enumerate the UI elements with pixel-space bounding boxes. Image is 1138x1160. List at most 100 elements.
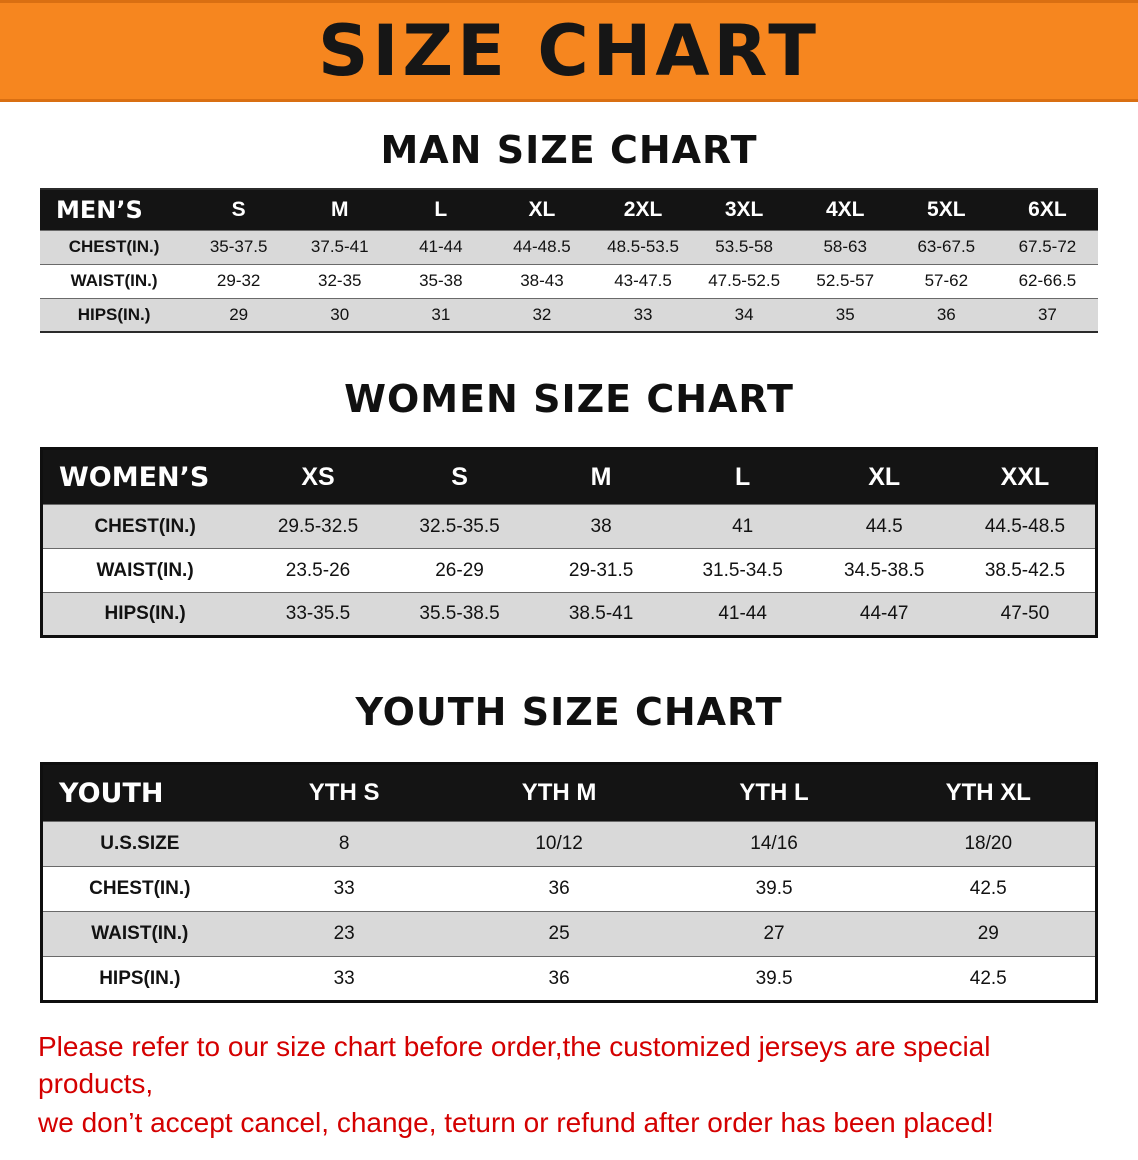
table-header-row: WOMEN’S XS S M L XL XXL <box>41 448 1097 505</box>
measurement-value-cell: 14/16 <box>750 833 798 854</box>
table-header-row: YOUTH YTH S YTH M YTH L YTH XL <box>41 763 1097 822</box>
disclaimer-line-1: Please refer to our size chart before or… <box>38 1031 991 1099</box>
measurement-value-cell: 33-35.5 <box>285 603 351 624</box>
size-header-cell: YTH L <box>739 779 809 806</box>
size-header-cell: XXL <box>1000 462 1050 491</box>
measurement-row: HIPS(IN.) 29 30 31 32 33 34 35 36 37 <box>40 298 1098 332</box>
women-size-table: WOMEN’S XS S M L XL XXL CHEST(IN.) 29.5-32.5 32.5… <box>40 447 1098 638</box>
youth-section-heading: YOUTH SIZE CHART <box>355 690 783 734</box>
disclaimer-line-2: we don’t accept cancel, change, teturn o… <box>38 1106 994 1138</box>
measurement-row: CHEST(IN.) 33 36 39.5 42.5 <box>41 866 1097 912</box>
measurement-value-cell: 44.5-48.5 <box>984 515 1066 537</box>
measurement-value-cell: 37 <box>1037 304 1057 324</box>
measurement-value-cell: 52.5-57 <box>816 271 875 290</box>
table-title-cell: MEN’S <box>56 195 143 224</box>
measurement-value-cell: 25 <box>548 923 570 944</box>
measurement-value-cell: 33 <box>333 967 355 989</box>
measurement-row: WAIST(IN.) 29-32 32-35 35-38 38-43 43-47.5 47.… <box>40 264 1098 298</box>
measurement-value-cell: 42.5 <box>969 878 1007 899</box>
row-label-cell: CHEST(IN.) <box>89 878 191 899</box>
page-title: SIZE CHART <box>317 10 821 92</box>
measurement-value-cell: 29-32 <box>216 271 261 290</box>
measurement-value-cell: 35-37.5 <box>209 237 268 256</box>
measurement-value-cell: 53.5-58 <box>715 237 773 256</box>
measurement-value-cell: 30 <box>330 304 350 324</box>
row-label-cell: WAIST(IN.) <box>70 271 158 290</box>
measurement-value-cell: 38.5-42.5 <box>984 559 1066 581</box>
measurement-row: CHEST(IN.) 35-37.5 37.5-41 41-44 44-48.5 48.5… <box>40 230 1098 264</box>
size-header-cell: 6XL <box>1028 197 1067 221</box>
measurement-value-cell: 34.5-38.5 <box>844 559 925 581</box>
men-size-table: MEN’S S M L XL 2XL 3XL 4XL 5XL 6XL CHEST(IN.) 35-37… <box>40 188 1098 333</box>
size-header-cell: YTH XL <box>945 779 1031 806</box>
measurement-value-cell: 31 <box>431 304 451 324</box>
size-header-cell: XL <box>528 197 556 221</box>
measurement-row: U.S.SIZE 8 10/12 14/16 18/20 <box>41 821 1097 867</box>
measurement-value-cell: 47-50 <box>1000 603 1050 624</box>
size-header-cell: L <box>434 197 448 221</box>
measurement-value-cell: 58-63 <box>823 237 867 256</box>
measurement-value-cell: 32 <box>532 304 552 324</box>
measurement-value-cell: 33 <box>633 304 653 324</box>
measurement-value-cell: 38.5-41 <box>568 603 634 624</box>
measurement-value-cell: 63-67.5 <box>917 237 976 256</box>
size-header-cell: M <box>331 197 349 221</box>
size-header-cell: XS <box>301 462 335 491</box>
size-header-cell: YTH S <box>308 779 380 806</box>
size-header-cell: XL <box>868 462 901 491</box>
measurement-value-cell: 42.5 <box>969 967 1007 989</box>
youth-size-section: YOUTH SIZE CHART YOUTH YTH S YTH M YTH L YTH… <box>0 690 1138 1003</box>
row-label-cell: WAIST(IN.) <box>96 559 194 581</box>
measurement-value-cell: 29.5-32.5 <box>277 515 359 537</box>
men-section-heading: MAN SIZE CHART <box>380 128 758 172</box>
row-label-cell: WAIST(IN.) <box>91 923 189 944</box>
measurement-value-cell: 43-47.5 <box>614 271 672 290</box>
measurement-value-cell: 18/20 <box>964 833 1013 854</box>
measurement-value-cell: 44-47 <box>859 603 909 624</box>
men-size-section: MAN SIZE CHART MEN’S S M L XL 2XL 3XL 4XL 5XL 6XL… <box>0 128 1138 333</box>
measurement-value-cell: 47.5-52.5 <box>708 271 781 290</box>
women-size-section: WOMEN SIZE CHART WOMEN’S XS S M L XL XXL CHEST(… <box>0 377 1138 638</box>
row-label-cell: HIPS(IN.) <box>77 304 151 324</box>
measurement-row: HIPS(IN.) 33 36 39.5 42.5 <box>41 956 1097 1002</box>
measurement-value-cell: 38-43 <box>520 271 564 290</box>
measurement-value-cell: 10/12 <box>535 833 583 854</box>
measurement-value-cell: 29 <box>229 304 249 324</box>
size-header-cell: 4XL <box>825 197 865 221</box>
measurement-value-cell: 34 <box>734 304 754 324</box>
measurement-row: WAIST(IN.) 23 25 27 29 <box>41 911 1097 957</box>
table-title-cell: WOMEN’S <box>59 461 210 493</box>
measurement-value-cell: 37.5-41 <box>310 237 369 256</box>
measurement-value-cell: 41-44 <box>419 237 463 256</box>
measurement-value-cell: 44.5 <box>865 515 903 537</box>
table-header-row: MEN’S S M L XL 2XL 3XL 4XL 5XL 6XL <box>40 189 1098 230</box>
measurement-value-cell: 31.5-34.5 <box>702 559 783 581</box>
measurement-value-cell: 62-66.5 <box>1018 271 1077 290</box>
measurement-row: WAIST(IN.) 23.5-26 26-29 29-31.5 31.5-34.5 34… <box>41 548 1097 593</box>
measurement-value-cell: 32-35 <box>318 271 362 290</box>
measurement-value-cell: 26-29 <box>435 559 484 581</box>
measurement-value-cell: 44-48.5 <box>513 237 571 256</box>
measurement-value-cell: 36 <box>548 878 570 899</box>
measurement-value-cell: 39.5 <box>755 967 793 989</box>
size-header-cell: YTH M <box>521 779 597 806</box>
size-header-cell: L <box>734 462 751 491</box>
size-header-cell: M <box>590 462 612 491</box>
measurement-value-cell: 36 <box>936 304 956 324</box>
table-title-cell: YOUTH <box>59 777 164 809</box>
size-header-cell: 2XL <box>623 197 663 221</box>
measurement-value-cell: 35 <box>835 304 855 324</box>
measurement-value-cell: 38 <box>590 515 612 537</box>
measurement-value-cell: 23 <box>333 923 355 944</box>
measurement-value-cell: 8 <box>338 833 350 854</box>
size-header-cell: S <box>451 462 468 491</box>
women-section-heading: WOMEN SIZE CHART <box>344 377 794 421</box>
measurement-value-cell: 35-38 <box>419 271 463 290</box>
row-label-cell: HIPS(IN.) <box>99 967 181 989</box>
youth-size-table: YOUTH YTH S YTH M YTH L YTH XL U.S.SIZE 8 10/12… <box>40 762 1098 1003</box>
title-banner: SIZE CHART <box>0 0 1138 102</box>
measurement-value-cell: 33 <box>333 878 355 899</box>
measurement-value-cell: 48.5-53.5 <box>607 237 679 256</box>
measurement-value-cell: 29 <box>977 923 999 944</box>
